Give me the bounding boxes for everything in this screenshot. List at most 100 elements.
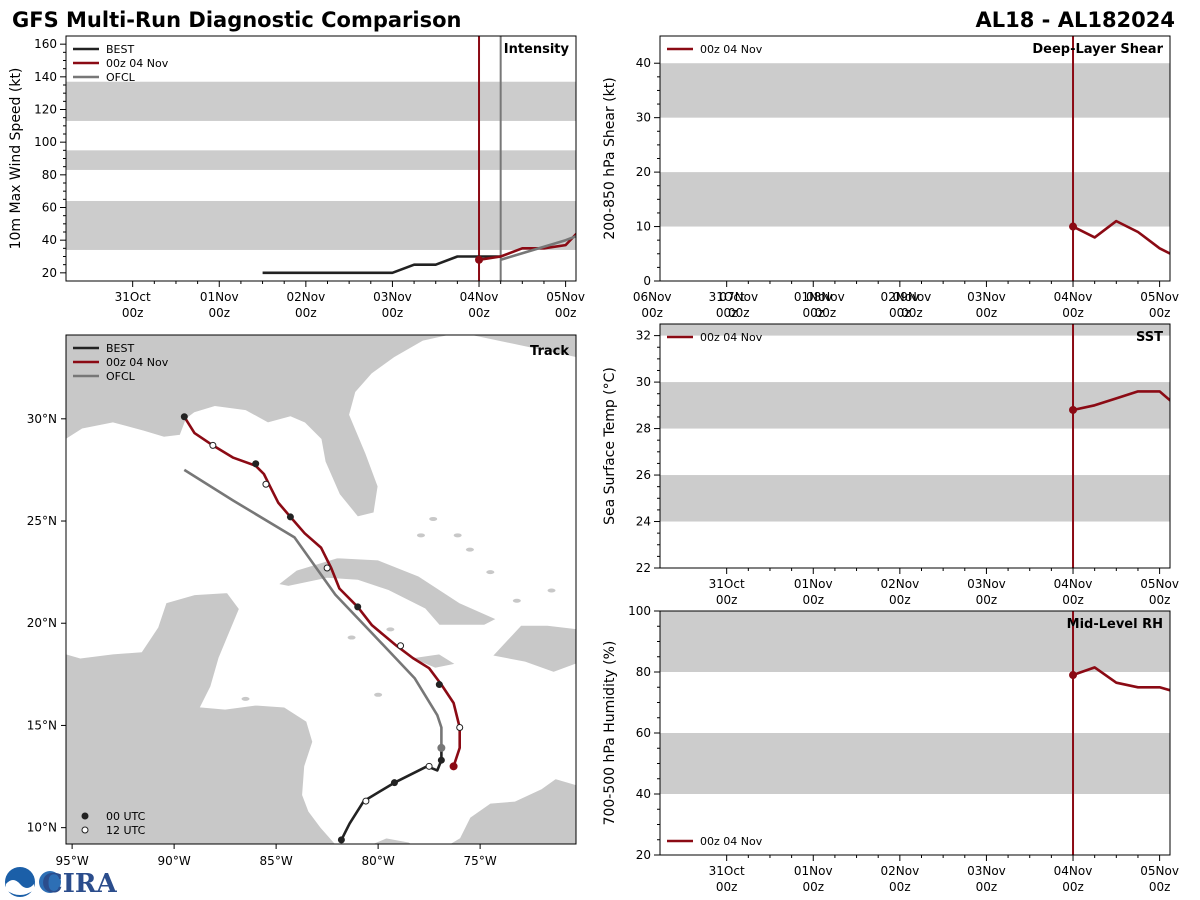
shear-xtick-hour-1: 00z: [802, 306, 824, 320]
small-island-2: [453, 533, 462, 538]
shear-ylabel: 200-850 hPa Shear (kt): [602, 77, 618, 239]
intensity-xtick-hour-3: 00z: [382, 306, 404, 320]
sst-init-marker-0: [1069, 405, 1078, 414]
cira-logo: CIRA: [5, 867, 117, 899]
intensity-xtick-hour-2: 00z: [295, 306, 317, 320]
track-xtick-label-1: 90°W: [158, 854, 191, 868]
track-00utc-point-7: [180, 413, 188, 421]
sst-xtick-hour-2: 00z: [889, 593, 911, 607]
intensity-panel: 2040608010012014016031Oct00z01Nov00z02No…: [8, 35, 931, 320]
rh-xtick-hour-0: 00z: [716, 880, 738, 894]
intensity-xtick-hour-4: 00z: [468, 306, 490, 320]
rh-xtick-date-0: 31Oct: [709, 864, 745, 878]
shear-ytick-label-0: 0: [643, 274, 651, 288]
track-marker-legend-label-0: 00 UTC: [106, 810, 146, 823]
track-frame: [65, 334, 577, 845]
track-12utc-point-2: [456, 723, 464, 731]
sst-xtick-hour-0: 00z: [716, 593, 738, 607]
intensity-xtick-hour-9: 00z: [901, 306, 923, 320]
mexico-central-america-land: [66, 592, 576, 844]
track-legend-12utc-marker: [81, 826, 89, 834]
intensity-xtick-date-1: 01Nov: [200, 290, 239, 304]
shear-series-run-0: [1072, 219, 1170, 255]
small-island-8: [347, 635, 356, 640]
small-island-0: [416, 533, 425, 538]
intensity-xtick-hour-6: 00z: [641, 306, 663, 320]
shear-xtick-date-5: 05Nov: [1140, 290, 1179, 304]
track-xtick-label-2: 85°W: [260, 854, 293, 868]
rh-xtick-hour-5: 00z: [1149, 880, 1171, 894]
shear-panel: 0 10 20 30 40 31Oct 00z 01Nov 00z 02Nov 00z 03Nov 00…: [602, 35, 1179, 320]
track-ytick-label-3: 25°N: [27, 514, 57, 528]
rh-band-1: [660, 611, 1170, 672]
intensity-xtick-date-7: 07Nov: [719, 290, 758, 304]
intensity-ytick-label-0: 20: [42, 266, 57, 280]
sst-band-0: [660, 475, 1170, 522]
intensity-xtick-date-2: 02Nov: [286, 290, 325, 304]
rh-xtick-hour-4: 00z: [1062, 880, 1084, 894]
track-00utc-point-1: [390, 779, 398, 787]
sst-xtick-hour-3: 00z: [976, 593, 998, 607]
jamaica-island: [408, 653, 457, 669]
rh-xtick-date-5: 05Nov: [1140, 864, 1179, 878]
intensity-xtick-date-6: 06Nov: [633, 290, 672, 304]
cira-wordmark: CIRA: [42, 869, 117, 899]
shear-xtick-hour-0: 00z: [716, 306, 738, 320]
track-00utc-point-2: [437, 756, 445, 764]
shear-legend-label-0: 00z 04 Nov: [700, 43, 763, 56]
shear-init-marker-0: [1069, 222, 1078, 231]
sst-title: SST: [1136, 330, 1163, 345]
track-xtick-label-0: 95°W: [56, 854, 89, 868]
small-island-9: [241, 696, 250, 701]
sst-ytick-label-2: 26: [636, 468, 651, 482]
track-00utc-point-5: [286, 513, 294, 521]
sst-legend-label-0: 00z 04 Nov: [700, 331, 763, 344]
track-series-ofcl: [183, 468, 443, 748]
globe-icon: [39, 871, 61, 893]
rh-xtick-hour-1: 00z: [802, 880, 824, 894]
intensity-ytick-label-2: 60: [42, 201, 57, 215]
sst-frame: [659, 323, 1171, 569]
intensity-ytick-label-7: 160: [34, 37, 57, 51]
sst-xtick-date-0: 31Oct: [709, 577, 745, 591]
track-00utc-point-3: [435, 681, 443, 689]
shear-xtick-date-1: 01Nov: [794, 290, 833, 304]
rh-panel: 20 40 60 80 100 31Oct 00z 01Nov 00z 02Nov 00z 03Nov…: [602, 604, 1179, 894]
track-12utc-point-4: [323, 564, 331, 572]
track-12utc-point-1: [425, 762, 433, 770]
intensity-xtick-date-0: 31Oct: [115, 290, 151, 304]
sst-ytick-label-0: 22: [636, 561, 651, 575]
shear-ytick-label-2: 20: [636, 165, 651, 179]
rh-init-marker-0: [1069, 671, 1078, 680]
south-america-land: [448, 778, 576, 844]
rh-ytick-label-0: 20: [636, 848, 651, 862]
intensity-legend-label-2: OFCL: [106, 71, 136, 84]
sst-ytick-label-1: 24: [636, 515, 651, 529]
small-island-4: [486, 570, 495, 575]
intensity-series-run-1: [478, 232, 576, 262]
track-ytick-label-2: 20°N: [27, 616, 57, 630]
rh-ytick-label-1: 40: [636, 787, 651, 801]
rh-xtick-hour-3: 00z: [976, 880, 998, 894]
shear-band-1: [660, 63, 1170, 118]
shear-xtick-date-3: 03Nov: [967, 290, 1006, 304]
sst-series-run-0: [1072, 390, 1170, 412]
track-ytick-label-1: 15°N: [27, 718, 57, 732]
rh-legend-label-0: 00z 04 Nov: [700, 835, 763, 848]
intensity-ytick-label-1: 40: [42, 233, 57, 247]
intensity-band-2: [66, 81, 576, 121]
intensity-init-marker-0: [475, 255, 484, 264]
shear-band-0: [660, 172, 1170, 227]
track-endpoint-run: [449, 762, 458, 771]
sst-xtick-date-3: 03Nov: [967, 577, 1006, 591]
shear-title: Deep-Layer Shear: [1032, 42, 1163, 57]
track-title: Track: [530, 344, 569, 359]
track-12utc-point-5: [262, 480, 270, 488]
sst-xtick-date-1: 01Nov: [794, 577, 833, 591]
rh-title: Mid-Level RH: [1067, 617, 1163, 632]
north-america-land: [66, 335, 576, 518]
track-legend-00utc-marker: [81, 812, 89, 820]
small-island-10: [547, 588, 556, 593]
small-island-3: [465, 547, 474, 552]
